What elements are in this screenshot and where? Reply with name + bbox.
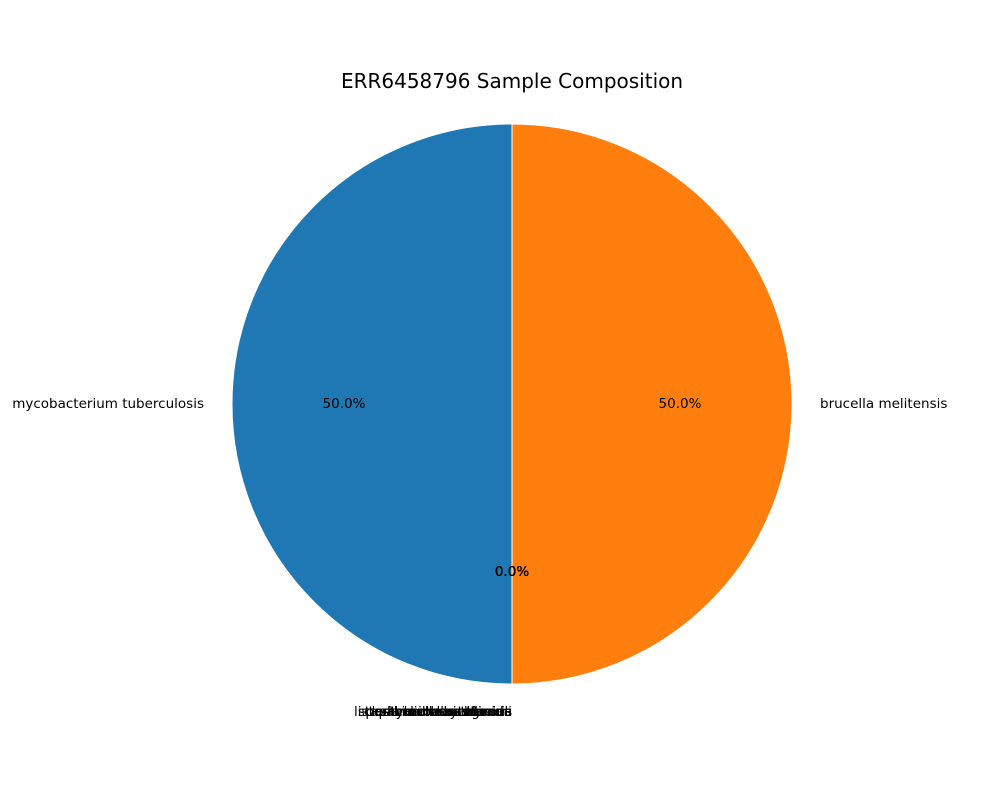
slice-label-bacillus-anthracis: bacillus anthracis [394, 704, 512, 720]
slice-percent-clostridium-botulinum: 0.0% [495, 564, 529, 580]
pie-slice-mycobacterium-tuberculosis [231, 123, 513, 685]
slice-percent-brucella-melitensis: 50.0% [659, 396, 702, 412]
chart-title: ERR6458796 Sample Composition [341, 69, 683, 93]
pie-percent-labels: 50.0%0.0%0.0%0.0%0.0%0.0%0.0%0.0%50.0% [323, 396, 702, 580]
slice-label-brucella-melitensis: brucella melitensis [820, 396, 947, 412]
slice-percent-mycobacterium-tuberculosis: 50.0% [323, 396, 366, 412]
pie-slices [231, 123, 793, 685]
slice-percent-bacillus-anthracis: 0.0% [495, 564, 529, 580]
slice-label-staphylococcus-aureus: staphylococcus aureus [358, 704, 512, 720]
pie-slice-brucella-melitensis [511, 123, 793, 685]
slice-label-mycobacterium-tuberculosis: mycobacterium tuberculosis [12, 396, 204, 412]
slice-label-clostridium-botulinum: clostridium botulinum [364, 704, 512, 720]
slice-percent-staphylococcus-aureus: 0.0% [495, 564, 529, 580]
slice-label-escherichia-coli: escherichia coli [408, 704, 512, 720]
slice-percent-listeria-monocytogenes: 0.0% [495, 564, 529, 580]
slice-label-listeria-monocytogenes: listeria monocytogenes [354, 704, 512, 720]
slice-label-salmonella-enterica: salmonella enterica [379, 704, 512, 720]
slice-label-pasteurella-multocida: pasteurella multocida [365, 704, 512, 720]
slice-percent-salmonella-enterica: 0.0% [495, 564, 529, 580]
slice-percent-escherichia-coli: 0.0% [495, 564, 529, 580]
pie-labels: mycobacterium tuberculosis pasteurella mu… [12, 396, 947, 720]
slice-percent-pasteurella-multocida: 0.0% [495, 564, 529, 580]
